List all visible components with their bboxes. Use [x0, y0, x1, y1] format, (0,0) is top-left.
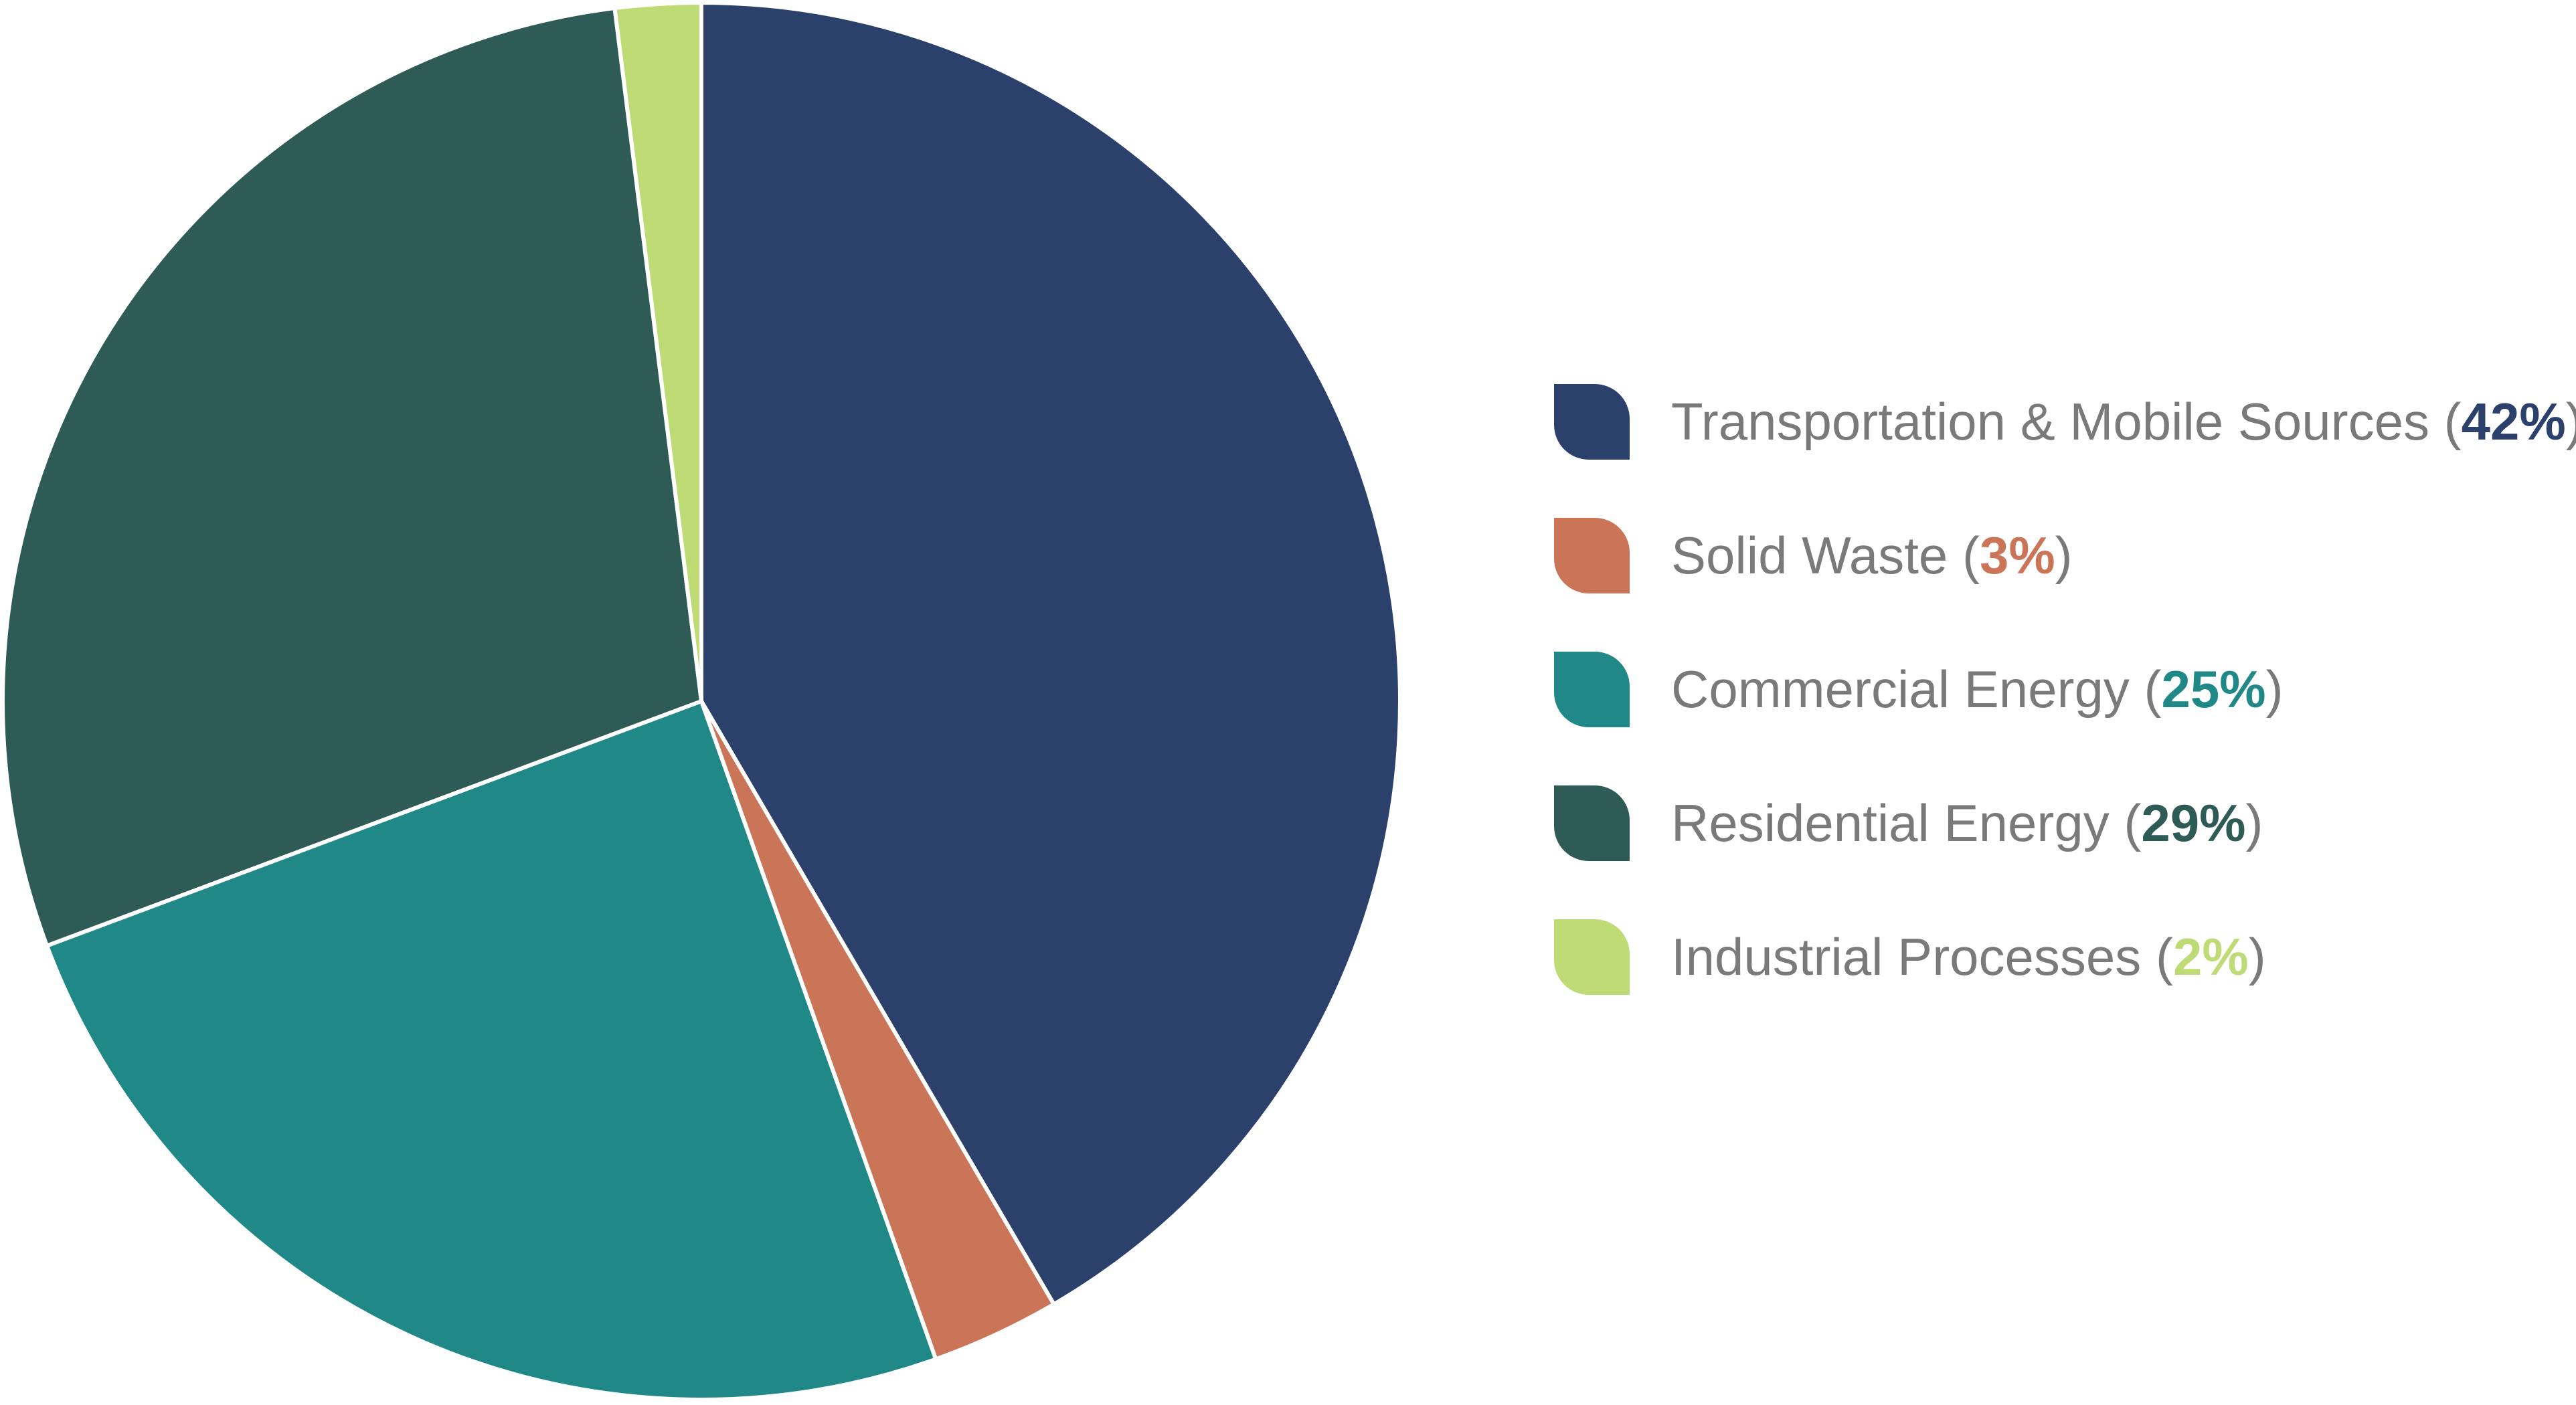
pie-slice-commercial-energy — [45, 699, 938, 1402]
legend-text: Residential Energy (29%) — [1671, 793, 2263, 852]
legend-swatch — [1554, 652, 1630, 727]
legend-label: Transportation & Mobile Sources — [1671, 392, 2429, 451]
pie-slice-industrial-processes — [612, 1, 703, 703]
legend-percent: 2% — [2172, 927, 2249, 986]
pie-slice-transportation-mobile-sources — [699, 1, 1402, 1307]
legend-label: Residential Energy — [1671, 793, 2110, 852]
legend-percent: 25% — [2161, 660, 2266, 719]
legend-swatch — [1554, 785, 1630, 861]
legend-percent: 29% — [2141, 793, 2246, 852]
legend-item-commercial-energy: Commercial Energy (25%) — [1554, 649, 2571, 783]
legend-item-solid-waste: Solid Waste (3%) — [1554, 515, 2571, 649]
legend-swatch — [1554, 919, 1630, 995]
legend-item-transportation: Transportation & Mobile Sources (42%) — [1554, 381, 2576, 515]
legend-item-industrial-processes: Industrial Processes (2%) — [1554, 917, 2571, 1050]
legend-label: Industrial Processes — [1671, 927, 2142, 986]
legend-swatch — [1554, 518, 1630, 593]
legend-item-residential-energy: Residential Energy (29%) — [1554, 783, 2571, 917]
legend-label: Solid Waste — [1671, 526, 1948, 585]
legend-text: Solid Waste (3%) — [1671, 526, 2073, 585]
legend-text: Commercial Energy (25%) — [1671, 660, 2284, 719]
legend-percent: 42% — [2461, 392, 2566, 451]
pie-slice-residential-energy — [1, 6, 703, 948]
legend-label: Commercial Energy — [1671, 660, 2130, 719]
legend-text: Industrial Processes (2%) — [1671, 927, 2266, 986]
legend-swatch — [1554, 384, 1630, 460]
legend: Transportation & Mobile Sources (42%) So… — [1554, 381, 2576, 1050]
pie-slices — [1, 1, 1402, 1402]
legend-text: Transportation & Mobile Sources (42%) — [1671, 392, 2576, 451]
legend-percent: 3% — [1979, 526, 2055, 585]
